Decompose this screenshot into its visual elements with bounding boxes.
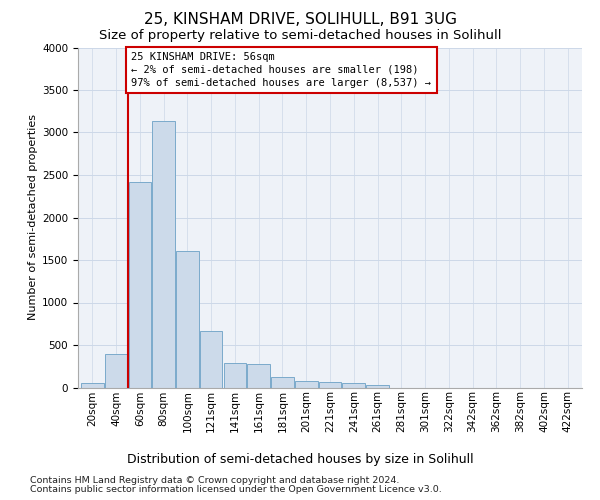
Bar	[105, 354, 127, 388]
Text: Contains HM Land Registry data © Crown copyright and database right 2024.: Contains HM Land Registry data © Crown c…	[30, 476, 400, 485]
Bar	[176, 250, 199, 388]
Bar	[128, 182, 151, 388]
Bar	[81, 383, 104, 388]
Bar	[200, 330, 223, 388]
Bar	[224, 363, 246, 388]
Bar	[152, 122, 175, 388]
Bar	[343, 383, 365, 388]
Bar	[319, 382, 341, 388]
Text: Size of property relative to semi-detached houses in Solihull: Size of property relative to semi-detach…	[99, 29, 501, 42]
Bar	[271, 378, 294, 388]
Bar	[247, 364, 270, 388]
Text: Distribution of semi-detached houses by size in Solihull: Distribution of semi-detached houses by …	[127, 452, 473, 466]
Text: Contains public sector information licensed under the Open Government Licence v3: Contains public sector information licen…	[30, 485, 442, 494]
Bar	[295, 380, 317, 388]
Bar	[366, 385, 389, 388]
Text: 25, KINSHAM DRIVE, SOLIHULL, B91 3UG: 25, KINSHAM DRIVE, SOLIHULL, B91 3UG	[143, 12, 457, 27]
Y-axis label: Number of semi-detached properties: Number of semi-detached properties	[28, 114, 38, 320]
Text: 25 KINSHAM DRIVE: 56sqm
← 2% of semi-detached houses are smaller (198)
97% of se: 25 KINSHAM DRIVE: 56sqm ← 2% of semi-det…	[131, 52, 431, 88]
